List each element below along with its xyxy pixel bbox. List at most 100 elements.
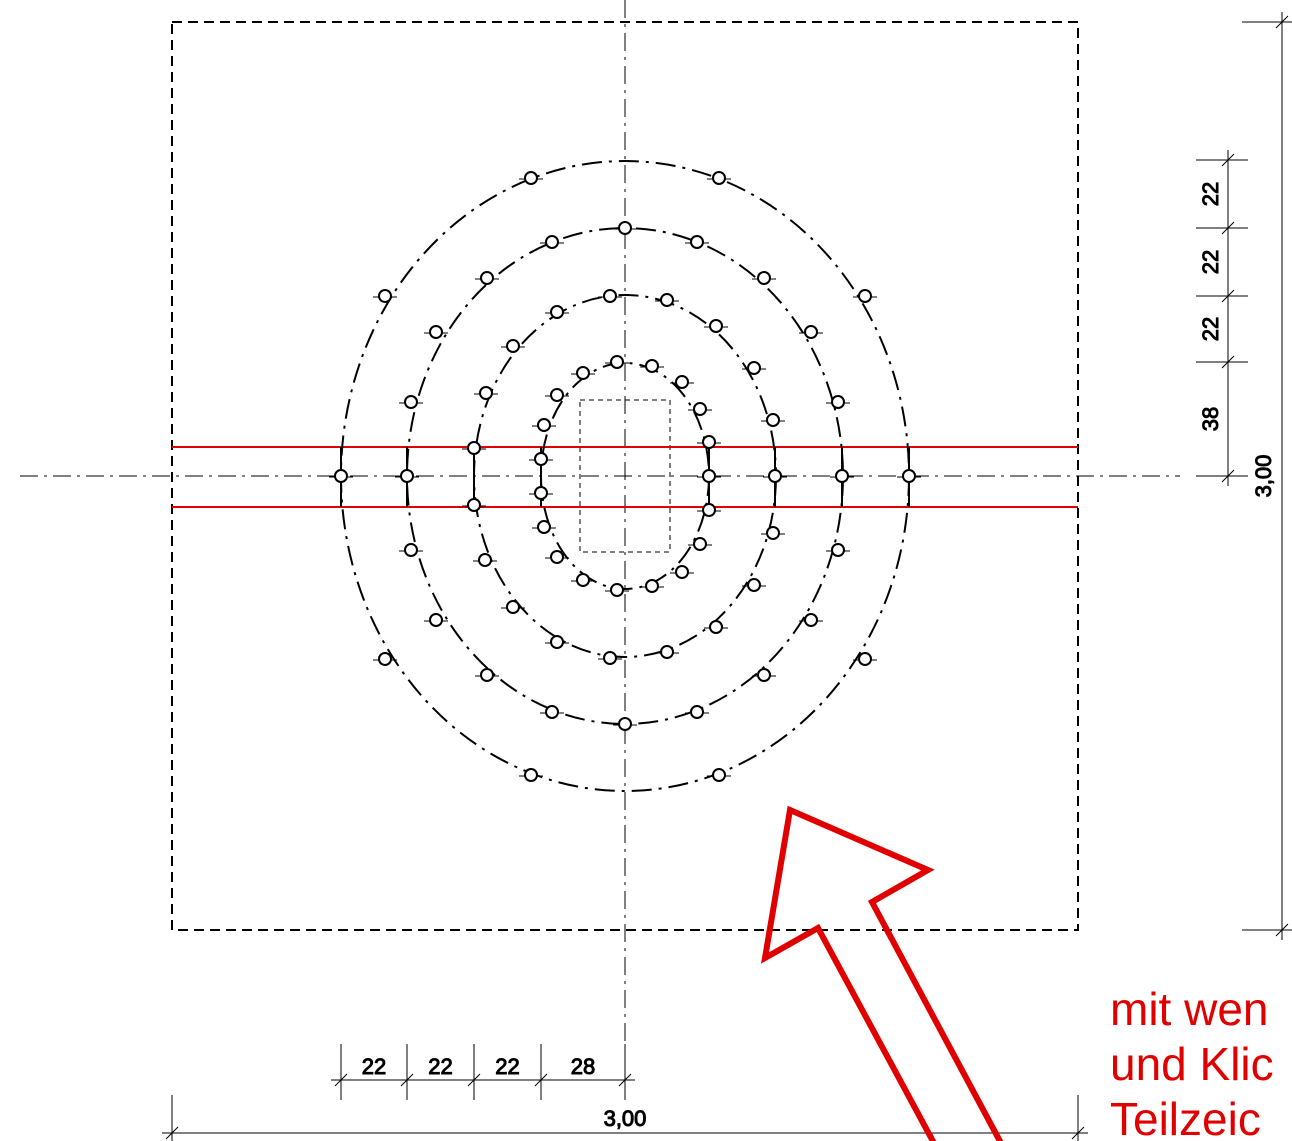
bolt: [858, 652, 872, 666]
bolt: [537, 520, 551, 534]
bolt: [858, 289, 872, 303]
bolt: [831, 395, 845, 409]
bolt: [467, 441, 481, 455]
dim-label: 3,00: [1251, 455, 1276, 498]
bolt: [467, 498, 481, 512]
bolt: [576, 366, 590, 380]
bolt: [709, 319, 723, 333]
bolt: [660, 645, 674, 659]
bolt: [429, 325, 443, 339]
dim-label: 22: [1198, 250, 1223, 274]
bolt: [534, 486, 548, 500]
bolt: [660, 293, 674, 307]
dim-tick: [1221, 221, 1235, 235]
bolt: [747, 361, 761, 375]
dim-label: 22: [428, 1054, 452, 1079]
bolt: [545, 235, 559, 249]
bolt: [378, 652, 392, 666]
dim-tick: [1071, 1126, 1085, 1140]
rings: [329, 160, 921, 792]
bolt: [429, 613, 443, 627]
bolt: [576, 573, 590, 587]
dim-tick: [534, 1073, 548, 1087]
bolt: [404, 395, 418, 409]
bolt: [709, 620, 723, 634]
bolt: [675, 375, 689, 389]
bolt: [550, 305, 564, 319]
bolt: [610, 355, 624, 369]
bolt: [550, 550, 564, 564]
bolt: [480, 668, 494, 682]
dim-label: 22: [495, 1054, 519, 1079]
bolt: [702, 469, 716, 483]
bolt: [524, 171, 538, 185]
dim-label: 22: [1198, 317, 1223, 341]
bolt: [618, 717, 632, 731]
frame: [20, 0, 1180, 1085]
bolt: [747, 578, 761, 592]
bolt: [334, 469, 348, 483]
bolt: [378, 289, 392, 303]
bolt: [693, 537, 707, 551]
bolt: [675, 565, 689, 579]
bolt: [603, 289, 617, 303]
dim-tick: [467, 1073, 481, 1087]
bolt: [480, 271, 494, 285]
bolt: [645, 579, 659, 593]
bolt: [618, 221, 632, 235]
dim-label: 22: [1198, 182, 1223, 206]
bolt: [400, 469, 414, 483]
dim-label: 22: [362, 1054, 386, 1079]
dim-label: 3,00: [604, 1106, 647, 1131]
dim-label: 28: [571, 1054, 595, 1079]
bolt: [768, 469, 782, 483]
bolt: [804, 613, 818, 627]
bolt: [757, 271, 771, 285]
bolt: [603, 651, 617, 665]
bolt: [804, 325, 818, 339]
bolt: [479, 386, 493, 400]
bolt: [702, 503, 716, 517]
bolt: [766, 413, 780, 427]
bolt: [550, 635, 564, 649]
annotation-text: mit wen: [1110, 983, 1268, 1035]
dimensions: 22 22 22 38 3,00 22 22 22 28 3,00: [162, 12, 1292, 1141]
dim-tick: [165, 1126, 179, 1140]
bolt: [550, 388, 564, 402]
bolt: [524, 768, 538, 782]
dim-tick: [1221, 289, 1235, 303]
dim-tick: [400, 1073, 414, 1087]
bolt: [693, 402, 707, 416]
bolt: [610, 583, 624, 597]
bolt: [534, 452, 548, 466]
bolt: [757, 668, 771, 682]
dim-tick: [334, 1073, 348, 1087]
bolt: [712, 768, 726, 782]
bolt: [766, 526, 780, 540]
dim-tick: [1221, 153, 1235, 167]
bolt: [690, 235, 704, 249]
bolt: [702, 435, 716, 449]
dim-tick: [618, 1073, 632, 1087]
dim-tick: [1221, 355, 1235, 369]
bolt: [506, 600, 520, 614]
bolt: [712, 171, 726, 185]
bolt: [902, 469, 916, 483]
bolt: [545, 705, 559, 719]
bolt: [537, 418, 551, 432]
bolt: [478, 553, 492, 567]
bolt: [690, 705, 704, 719]
annotation-text: und Klic: [1110, 1038, 1274, 1090]
dim-tick: [1275, 15, 1289, 29]
dim-label: 38: [1198, 407, 1223, 431]
bolt: [404, 543, 418, 557]
bolt: [831, 543, 845, 557]
dim-tick: [1221, 469, 1235, 483]
annotation-text: Teilzeic: [1110, 1093, 1261, 1141]
dim-tick: [1275, 923, 1289, 937]
bolt: [835, 469, 849, 483]
bolt: [645, 359, 659, 373]
arrow: [760, 805, 1004, 1141]
bolt: [506, 339, 520, 353]
